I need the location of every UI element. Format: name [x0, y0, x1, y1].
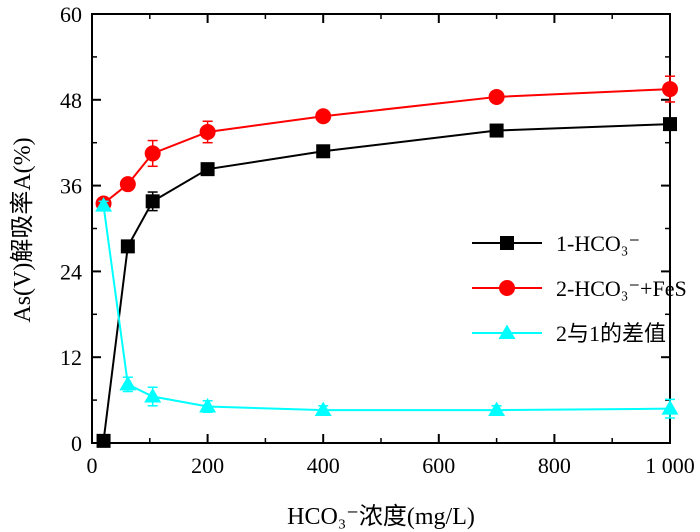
legend: 1-HCO₃⁻ 2-HCO₃⁻+FeS 2与1的差值	[472, 231, 687, 346]
y-tick-label: 48	[60, 88, 82, 113]
plot-frame	[91, 13, 671, 444]
x-tick-label: 800	[538, 453, 571, 478]
data-point	[200, 162, 215, 177]
data-point	[145, 194, 160, 209]
legend-marker	[500, 236, 514, 250]
data-point	[488, 401, 506, 417]
legend-label: 1-HCO₃⁻	[556, 231, 640, 256]
x-tick-label: 200	[191, 453, 224, 478]
y-tick-label: 0	[71, 431, 82, 456]
data-point	[199, 398, 217, 413]
x-tick-label: 1 000	[645, 453, 695, 478]
data-point	[120, 239, 135, 254]
x-axis-title: HCO₃⁻浓度(mg/L)	[287, 503, 475, 530]
y-tick-label: 36	[60, 174, 82, 199]
legend-item: 2与1的差值	[472, 321, 666, 346]
plot-series	[95, 75, 679, 448]
data-point	[199, 123, 216, 140]
axes: 0 200 400 600 800 1 000 0 12 24 36 48 60	[60, 2, 695, 478]
data-point	[316, 144, 331, 159]
data-point	[119, 375, 137, 391]
series-line	[102, 88, 671, 205]
legend-label: 2与1的差值	[556, 321, 666, 346]
data-point	[119, 176, 136, 193]
x-tick-label: 400	[307, 453, 340, 478]
data-point	[314, 401, 332, 417]
data-point	[144, 145, 161, 162]
data-point	[489, 123, 504, 138]
x-tick-label: 600	[422, 453, 455, 478]
series-2	[95, 75, 678, 212]
data-point	[488, 88, 505, 105]
y-tick-label: 12	[60, 345, 82, 370]
data-point	[661, 400, 679, 415]
data-point	[96, 433, 111, 448]
data-point	[663, 117, 677, 132]
legend-marker	[498, 324, 516, 339]
data-point	[144, 388, 162, 403]
data-point	[315, 108, 332, 125]
legend-label: 2-HCO₃⁻+FeS	[556, 276, 687, 301]
legend-item: 1-HCO₃⁻	[472, 231, 640, 256]
y-tick-label: 24	[60, 259, 82, 284]
y-axis-title: As(V)解吸率A(%)	[9, 137, 36, 322]
series-1	[96, 117, 677, 448]
y-tick-label: 60	[60, 2, 82, 27]
legend-marker	[499, 280, 515, 296]
legend-item: 2-HCO₃⁻+FeS	[472, 276, 687, 301]
data-point	[95, 197, 113, 212]
series-3	[95, 197, 679, 419]
x-tick-label: 0	[87, 453, 98, 478]
data-point	[662, 81, 678, 98]
